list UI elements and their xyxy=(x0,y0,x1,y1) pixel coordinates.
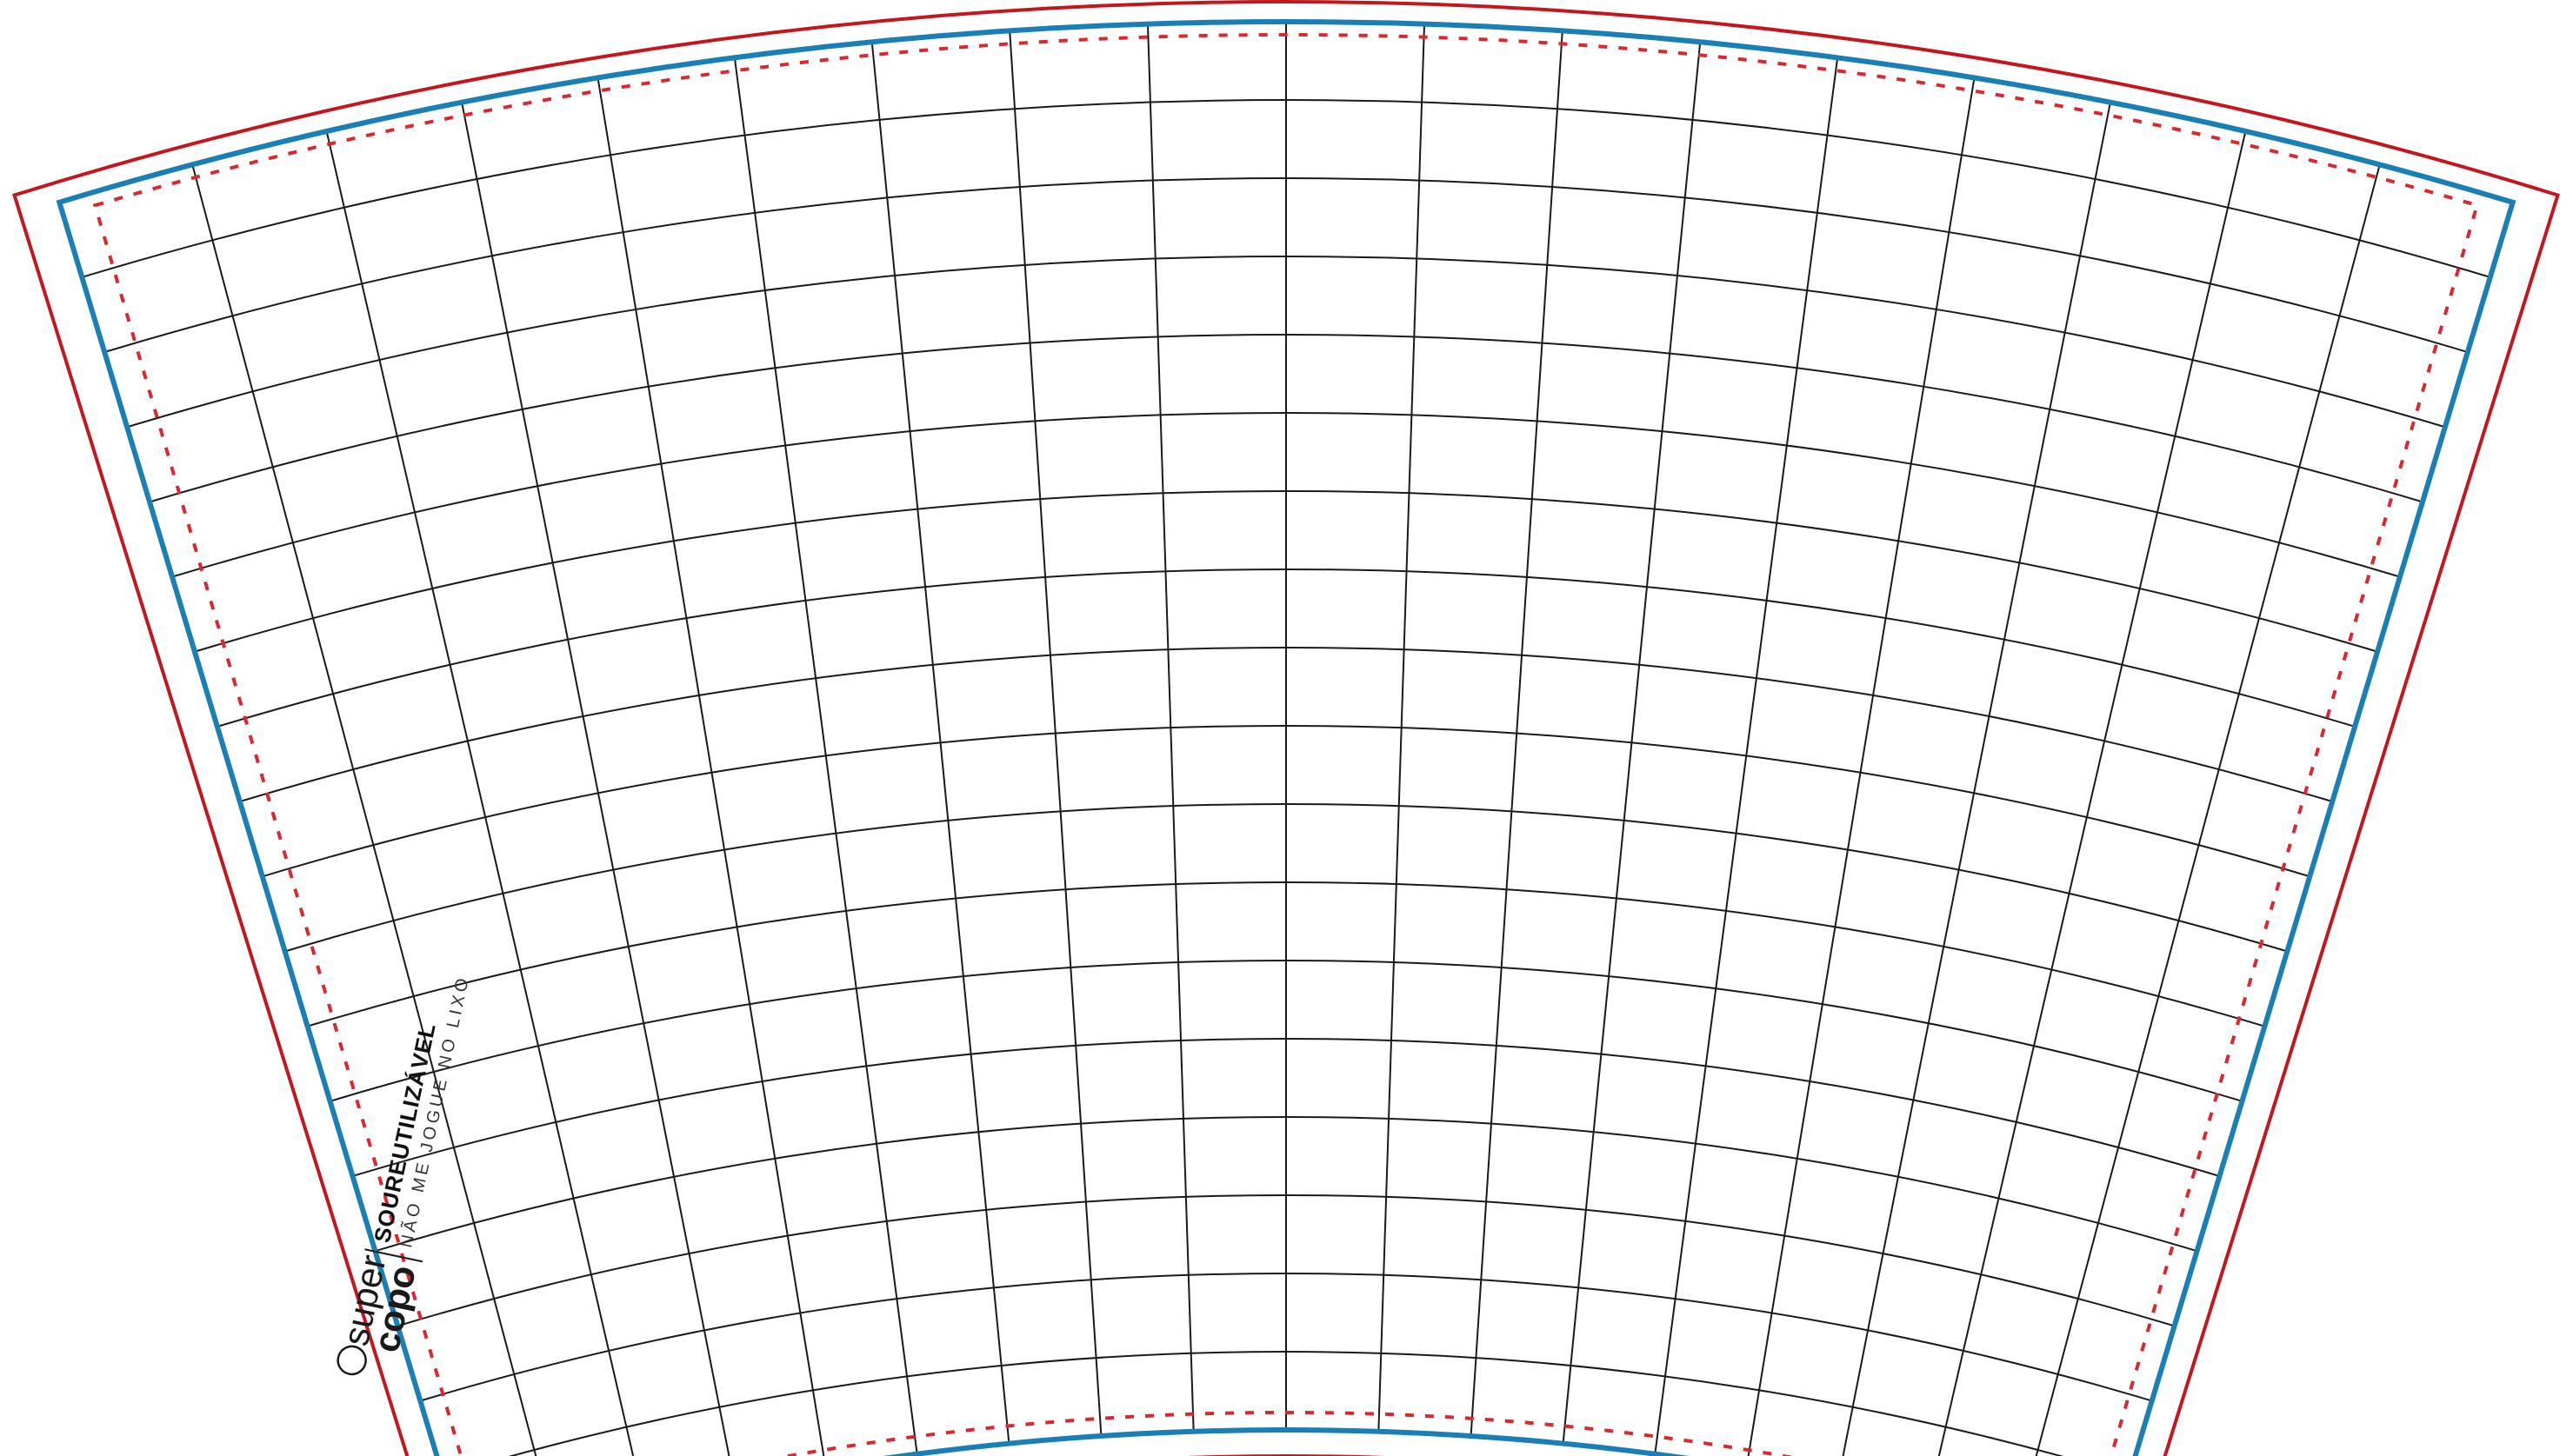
grid-arc-line xyxy=(163,647,2409,827)
grid-arc-line xyxy=(260,960,2312,1124)
grid-arc-line xyxy=(212,802,2360,975)
grid-radial-line xyxy=(1735,30,1983,1456)
grid-arc-line xyxy=(333,1194,2239,1347)
grid-arc-line xyxy=(59,99,2513,306)
grid-radial-line xyxy=(1912,84,2257,1456)
logo-divider xyxy=(364,1248,423,1263)
grid-arc-line xyxy=(59,177,2513,380)
grid-radial-line xyxy=(1465,22,1567,1456)
safe-area-dashed-outline xyxy=(92,33,2480,1456)
grid-arc-line xyxy=(188,725,2384,901)
bleed-outline xyxy=(56,19,2516,1456)
grid-arc-line xyxy=(381,1351,2191,1456)
grid-radial-line xyxy=(1375,22,1427,1456)
grid-radial-line xyxy=(866,22,1017,1456)
grid-radial-line xyxy=(315,84,660,1456)
logo-circle-icon xyxy=(337,1345,367,1376)
grid-radial-line xyxy=(1556,22,1706,1456)
grid-radial-line xyxy=(1145,22,1197,1456)
grid-radial-line xyxy=(1005,22,1107,1456)
grid-radial-line xyxy=(2000,117,2393,1456)
grid-radial-line xyxy=(1645,22,1845,1456)
grid-arc-line xyxy=(91,412,2481,603)
grid-radial-line xyxy=(1823,55,2121,1456)
grid-arc-line xyxy=(115,489,2457,678)
grid-arc-line xyxy=(67,334,2505,529)
grid-arc-line xyxy=(284,1038,2288,1199)
grid-arc-line xyxy=(309,1115,2263,1273)
grid-arc-line xyxy=(236,881,2336,1050)
grid-radial-line xyxy=(451,55,749,1456)
grid-arc-line xyxy=(59,256,2513,455)
cut-outline xyxy=(11,0,2561,1456)
grid-radial-line xyxy=(589,30,837,1456)
grid-radial-line xyxy=(727,22,927,1456)
grid-radial-line xyxy=(179,117,572,1456)
grid-arc-line xyxy=(357,1273,2216,1422)
grid-arc-line xyxy=(139,568,2433,752)
